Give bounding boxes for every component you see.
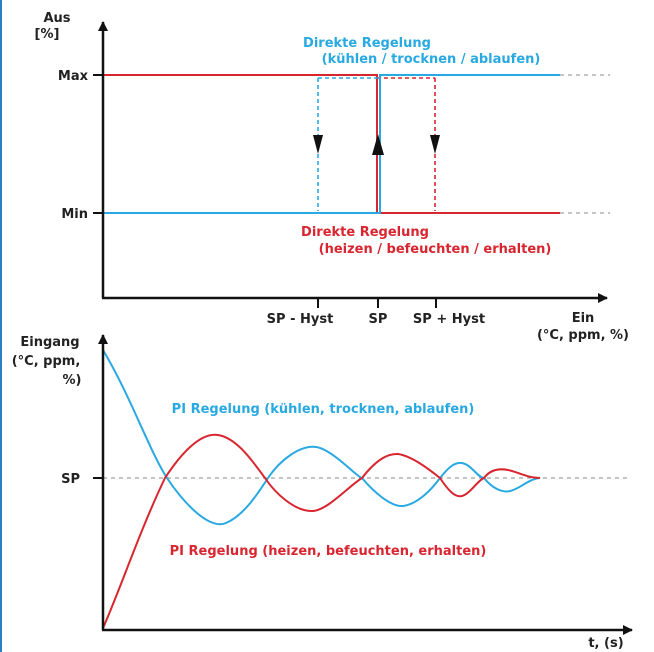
red-heating-curve [103,74,560,214]
top-y-axis-label-line2: [%] [35,27,60,42]
bottom-pi-diagram: Eingang (°C, ppm, %) SP t, (s) PI Regelu… [12,334,633,651]
sp-up-arrow-icon [372,134,384,155]
sp-label-bottom: SP [61,472,80,487]
bottom-x-axis-label: t, (s) [588,636,623,651]
red-direct-label-line2: (heizen / befeuchten / erhalten) [319,242,552,257]
red-down-arrow-icon [430,135,440,154]
bottom-y-axis-label-line1: Eingang [20,335,79,350]
bottom-y-axis-label-line2: (°C, ppm, [12,354,81,369]
blue-direct-label-line1: Direkte Regelung [303,36,431,51]
blue-pi-label: PI Regelung (kühlen, trocknen, ablaufen) [172,402,475,417]
bottom-y-axis-label-line3: %) [63,373,82,388]
blue-cooling-curve [103,74,560,214]
top-x-axis-label-line2: (°C, ppm, %) [537,328,629,343]
red-direct-label-line1: Direkte Regelung [301,225,429,240]
blue-down-arrow-icon [313,135,323,154]
blue-direct-label-line2: (kühlen / trocknen / ablaufen) [322,52,541,67]
red-pi-label: PI Regelung (heizen, befeuchten, erhalte… [170,544,487,559]
red-pi-curve [102,433,541,629]
top-y-axis-label-line1: Aus [43,11,70,26]
sp-plus-hyst-label: SP + Hyst [413,312,485,327]
max-label: Max [58,69,89,84]
min-label: Min [61,207,88,222]
top-x-axis-label-line1: Ein [572,311,595,326]
top-hysteresis-diagram: Aus [%] Max Min SP - Hyst SP SP + Hyst E… [35,11,629,343]
sp-label-top: SP [369,312,388,327]
sp-minus-hyst-label: SP - Hyst [267,312,334,327]
blue-pi-curve [102,349,541,526]
